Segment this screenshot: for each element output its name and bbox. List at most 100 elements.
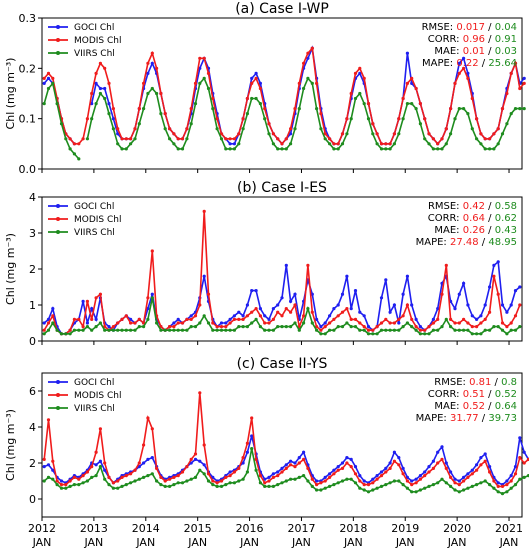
series-point bbox=[500, 132, 505, 136]
series-point bbox=[483, 459, 487, 463]
series-point bbox=[124, 137, 128, 141]
series-point bbox=[116, 328, 120, 332]
series-point bbox=[384, 317, 388, 321]
series-point bbox=[401, 472, 405, 476]
series-point bbox=[185, 328, 189, 332]
series-point bbox=[509, 112, 513, 116]
series-point bbox=[211, 483, 215, 487]
series-point bbox=[211, 321, 215, 325]
legend-marker bbox=[56, 204, 60, 208]
series-point bbox=[258, 81, 262, 85]
series-point bbox=[332, 317, 336, 321]
series-point bbox=[142, 443, 146, 447]
series-point bbox=[176, 328, 180, 332]
x-tick-label: 2020 bbox=[443, 522, 471, 535]
series-point bbox=[496, 142, 500, 146]
series-point bbox=[358, 71, 362, 75]
series-point bbox=[224, 325, 228, 329]
series-point bbox=[488, 147, 492, 151]
legend-label: MODIS Chl bbox=[74, 36, 122, 46]
series-point bbox=[358, 486, 362, 490]
series-point bbox=[436, 147, 440, 151]
series-point bbox=[150, 249, 154, 253]
series-point bbox=[414, 490, 418, 494]
series-point bbox=[475, 483, 479, 487]
series-point bbox=[353, 71, 358, 75]
series-point bbox=[206, 321, 211, 325]
series-point bbox=[155, 479, 159, 483]
series-point bbox=[306, 51, 310, 55]
series-point bbox=[405, 51, 409, 55]
series-point bbox=[103, 477, 107, 481]
series-point bbox=[496, 292, 500, 296]
series-point bbox=[271, 142, 275, 146]
series-point bbox=[405, 274, 409, 278]
series-point bbox=[423, 117, 427, 121]
series-point bbox=[241, 117, 245, 121]
series-point bbox=[488, 285, 492, 289]
y-tick-label: 0.1 bbox=[19, 113, 37, 126]
series-point bbox=[358, 479, 362, 483]
series-point bbox=[90, 117, 94, 121]
series-point bbox=[111, 107, 115, 111]
series-point bbox=[263, 117, 267, 121]
series-point bbox=[293, 477, 297, 481]
series-point bbox=[405, 102, 409, 106]
series-point bbox=[202, 274, 206, 278]
series-point bbox=[129, 472, 133, 476]
stat-value-2: 0.91 bbox=[495, 34, 517, 45]
series-point bbox=[401, 292, 405, 296]
series-point bbox=[133, 321, 137, 325]
series-point bbox=[509, 479, 513, 483]
series-point bbox=[479, 314, 483, 318]
series-point bbox=[224, 475, 228, 479]
series-point bbox=[155, 466, 159, 470]
stat-row: CORR: 0.64 / 0.62 bbox=[428, 213, 517, 224]
series-point bbox=[375, 477, 379, 481]
series-line bbox=[43, 46, 525, 146]
series-point bbox=[418, 325, 422, 329]
stat-label: CORR: bbox=[428, 213, 463, 224]
series-point bbox=[392, 303, 396, 307]
series-point bbox=[353, 96, 358, 101]
series-point bbox=[323, 321, 327, 325]
series-point bbox=[332, 472, 336, 476]
series-point bbox=[496, 481, 500, 485]
series-point bbox=[410, 303, 414, 307]
series-point bbox=[483, 317, 487, 321]
series-point bbox=[340, 461, 345, 465]
series-point bbox=[310, 310, 314, 314]
series-point bbox=[189, 122, 193, 126]
series-point bbox=[306, 56, 310, 60]
series-point bbox=[280, 296, 284, 300]
series-point bbox=[462, 328, 466, 332]
series-point bbox=[319, 328, 323, 332]
series-point bbox=[414, 481, 418, 485]
series-point bbox=[137, 477, 141, 481]
series-point bbox=[418, 102, 422, 106]
stat-label: RMSE: bbox=[422, 22, 457, 33]
series-point bbox=[129, 481, 133, 485]
series-point bbox=[340, 142, 345, 146]
series-point bbox=[51, 81, 55, 85]
series-point bbox=[483, 452, 487, 456]
series-point bbox=[483, 147, 487, 151]
stat-separator: / bbox=[485, 389, 495, 400]
y-tick-label: 4 bbox=[29, 191, 36, 204]
series-point bbox=[137, 461, 141, 465]
series-point bbox=[258, 325, 262, 329]
y-tick-label: 2 bbox=[29, 457, 36, 470]
x-tick-sublabel: JAN bbox=[447, 536, 467, 549]
series-point bbox=[276, 147, 280, 151]
series-point bbox=[362, 325, 366, 329]
plot-frame bbox=[41, 17, 523, 170]
series-point bbox=[120, 484, 124, 488]
series-point bbox=[202, 443, 206, 447]
series-point bbox=[392, 132, 396, 136]
series-point bbox=[267, 321, 271, 325]
series-point bbox=[146, 71, 150, 75]
series-point bbox=[55, 328, 59, 332]
series-point bbox=[111, 127, 115, 131]
series-point bbox=[155, 321, 159, 325]
series-point bbox=[449, 470, 453, 474]
